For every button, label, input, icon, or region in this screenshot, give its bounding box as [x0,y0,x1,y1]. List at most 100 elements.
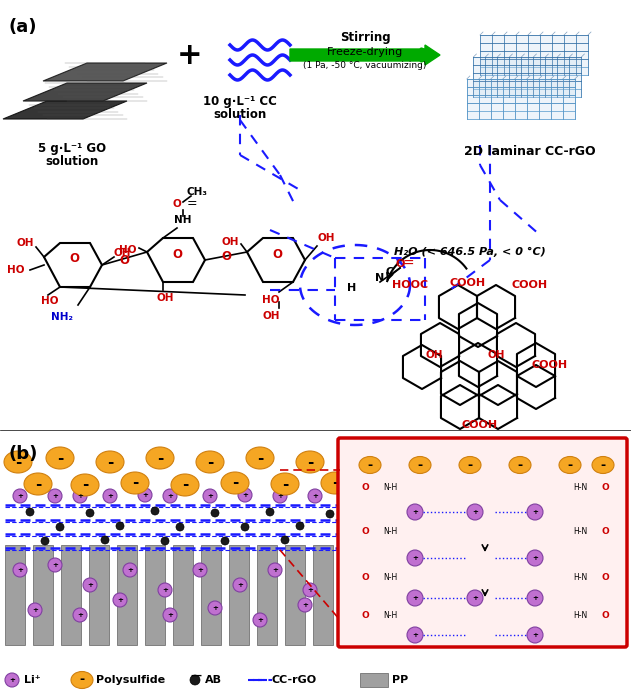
Bar [480,35,588,75]
Text: +: + [117,597,123,603]
Ellipse shape [271,473,299,495]
Text: -: - [107,454,113,470]
Circle shape [158,583,172,597]
Circle shape [211,509,219,517]
Circle shape [103,489,117,503]
Ellipse shape [446,454,474,476]
Text: Li⁺: Li⁺ [24,675,40,685]
Ellipse shape [71,474,99,496]
Circle shape [343,613,357,627]
Text: CC-rGO: CC-rGO [272,675,317,685]
Circle shape [373,581,387,595]
Text: OH: OH [317,233,334,243]
Ellipse shape [71,671,93,689]
Bar [473,57,581,97]
Circle shape [123,563,137,577]
Text: +: + [392,605,398,611]
Text: -: - [417,454,423,470]
Text: COOH: COOH [532,360,568,370]
Ellipse shape [346,447,374,469]
Text: O: O [119,253,129,267]
Text: NH: NH [174,215,192,225]
Text: +: + [312,493,318,499]
Text: -: - [207,454,213,470]
Circle shape [298,598,312,612]
Circle shape [407,627,423,643]
Circle shape [233,578,247,592]
Circle shape [433,613,447,627]
Bar [145,545,165,645]
Circle shape [113,593,127,607]
Text: -: - [437,477,443,491]
Ellipse shape [509,456,531,473]
Ellipse shape [196,451,224,473]
Text: -: - [157,451,163,466]
Text: AB: AB [205,675,222,685]
Circle shape [527,590,543,606]
Text: +: + [127,567,133,573]
Text: HOOC: HOOC [392,280,428,290]
Text: +: + [237,582,243,588]
FancyArrow shape [290,45,440,65]
Text: H-N: H-N [573,484,587,493]
Text: N: N [375,273,385,283]
Text: +: + [437,617,443,623]
Circle shape [408,563,422,577]
Text: +: + [412,567,418,573]
Polygon shape [147,238,205,282]
Text: H₂O (< 646.5 Pa, < 0 °C): H₂O (< 646.5 Pa, < 0 °C) [394,247,546,257]
Text: -: - [257,451,263,466]
Circle shape [101,536,109,544]
Bar [257,545,277,645]
Text: H: H [348,283,357,293]
Circle shape [386,507,394,515]
Text: COOH: COOH [462,420,498,430]
Text: =: = [403,257,415,271]
Text: +: + [412,509,418,515]
Bar [229,545,249,645]
Text: O: O [601,484,609,493]
Text: -: - [82,477,88,493]
Text: +: + [257,617,263,623]
Text: CH₃: CH₃ [187,187,208,197]
Text: +: + [377,585,383,591]
Text: (a): (a) [8,18,37,36]
Text: -: - [567,458,572,472]
Ellipse shape [171,474,199,496]
Text: +: + [472,509,478,515]
Polygon shape [23,83,147,101]
Circle shape [407,590,423,606]
Text: +: + [532,595,538,601]
Ellipse shape [296,451,324,473]
Polygon shape [44,243,102,287]
Text: 5 g·L⁻¹ GO: 5 g·L⁻¹ GO [38,142,106,155]
Text: O: O [361,573,369,582]
Ellipse shape [459,456,481,473]
Text: +: + [277,493,283,499]
Text: -: - [57,451,63,466]
Circle shape [527,504,543,520]
Text: OH: OH [262,311,280,321]
Text: OH: OH [156,293,174,303]
Bar [341,545,361,645]
Circle shape [208,601,222,615]
Circle shape [467,504,483,520]
Bar [173,545,193,645]
Circle shape [116,522,124,530]
Text: +: + [177,41,203,69]
Circle shape [26,508,34,516]
Text: OH: OH [16,238,34,248]
Circle shape [73,489,87,503]
Text: +: + [412,632,418,638]
Circle shape [407,504,423,520]
Text: +: + [342,492,348,498]
Text: -: - [367,458,372,472]
Text: +: + [447,582,453,588]
Circle shape [83,578,97,592]
Circle shape [268,563,282,577]
Text: OH: OH [487,350,505,360]
Circle shape [413,488,427,502]
Circle shape [296,522,304,530]
Text: O: O [361,484,369,493]
Polygon shape [3,101,127,119]
